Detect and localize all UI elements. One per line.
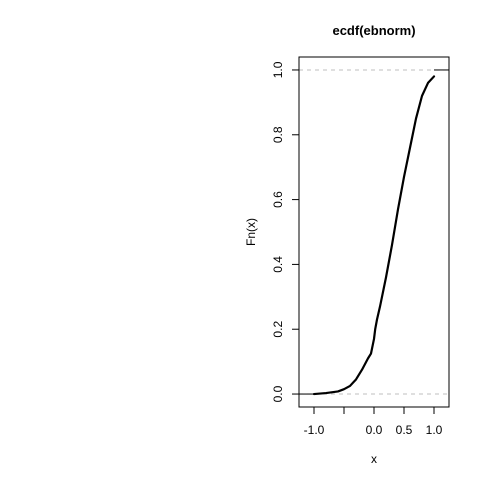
y-axis-label: Fn(x)	[244, 218, 258, 246]
y-tick-label: 0.2	[271, 321, 285, 338]
y-axis: 0.0 0.2 0.4 0.6 0.8 1.0	[271, 61, 300, 402]
y-tick-label: 0.6	[271, 191, 285, 208]
x-tick-label: -1.0	[304, 423, 325, 437]
ecdf-line	[312, 75, 436, 396]
plot-box	[298, 56, 450, 408]
x-axis-label: x	[371, 452, 377, 466]
y-tick-label: 0.4	[271, 256, 285, 273]
y-tick-label: 1.0	[271, 61, 285, 78]
y-tick-label: 0.0	[271, 385, 285, 402]
x-axis: -1.0 0.0 0.5 1.0	[304, 406, 443, 437]
series-line-group	[299, 69, 449, 396]
y-tick-label: 0.8	[271, 126, 285, 143]
x-tick-label: 0.0	[366, 423, 383, 437]
chart-title: ecdf(ebnorm)	[332, 23, 415, 38]
x-tick-label: 0.5	[396, 423, 413, 437]
reference-lines	[299, 69, 449, 395]
x-tick-label: 1.0	[426, 423, 443, 437]
